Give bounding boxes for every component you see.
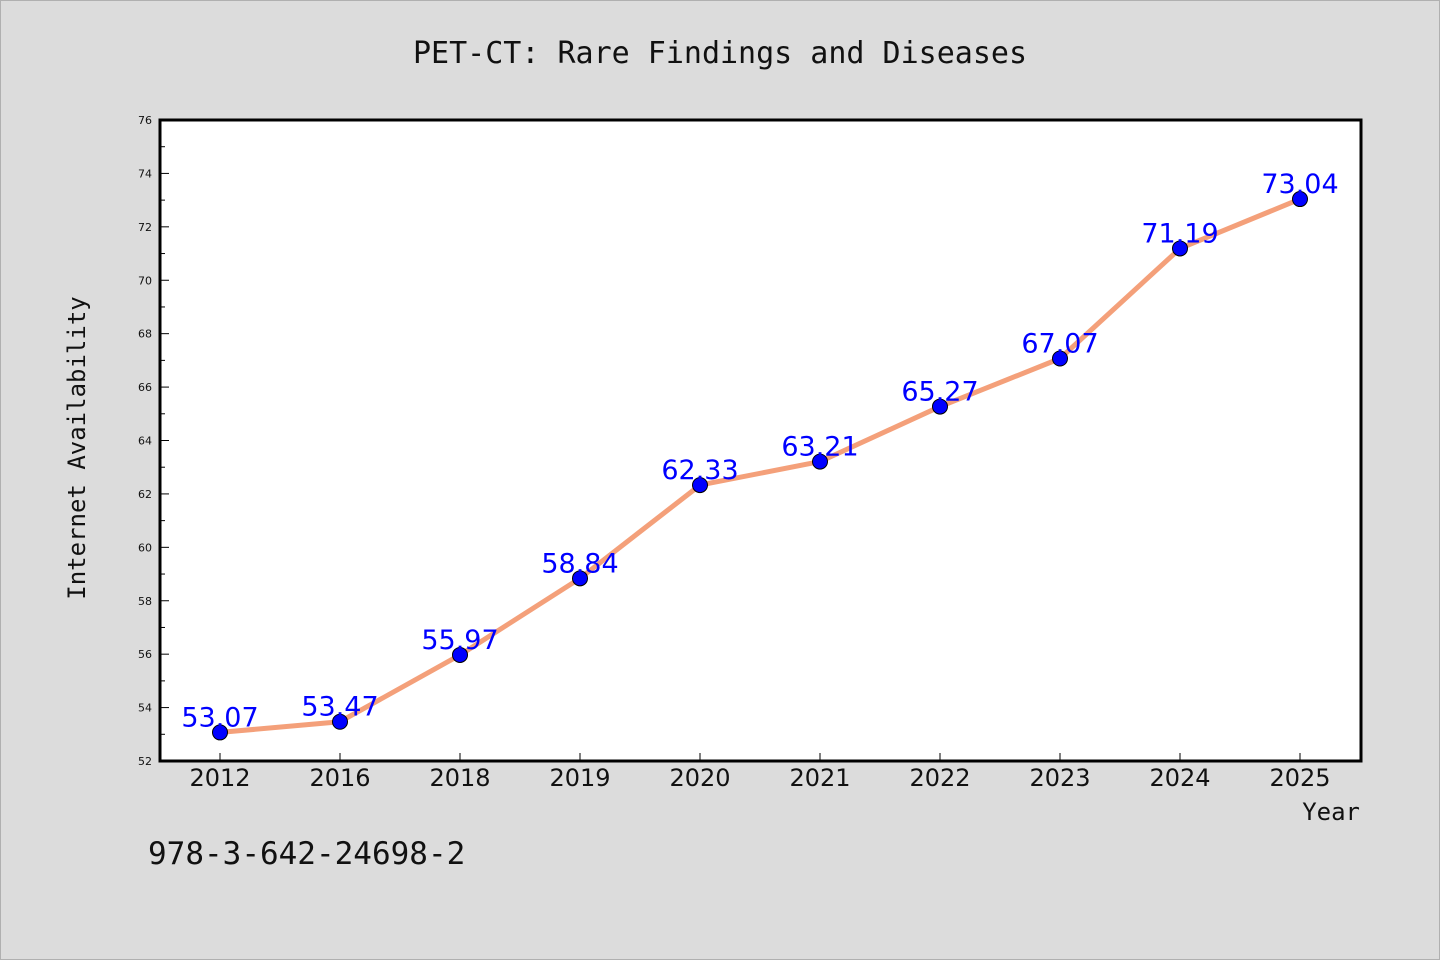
- y-tick-label: 56: [138, 648, 152, 661]
- data-point: [1052, 350, 1068, 367]
- data-label: 53.47: [301, 692, 378, 723]
- data-labels: 53.07 53.47 55.97 58.84 62.33 63.21 65.27 67.07…: [181, 169, 1338, 733]
- x-tick-label: 2023: [1029, 764, 1090, 792]
- y-tick-label: 76: [138, 114, 152, 127]
- plot-area: [158, 118, 1363, 763]
- data-label: 58.84: [541, 548, 618, 579]
- x-tick-label: 2021: [789, 764, 850, 792]
- y-tick-label: 58: [138, 595, 152, 608]
- x-tick-label: 2012: [189, 764, 250, 792]
- y-tick-label: 66: [138, 381, 152, 394]
- data-point: [692, 477, 708, 494]
- x-tick-label: 2019: [549, 764, 610, 792]
- y-tick-label: 64: [138, 435, 152, 448]
- isbn-annotation: 978-3-642-24698-2: [148, 836, 465, 872]
- x-axis-label: Year: [1302, 798, 1360, 826]
- x-tick-label: 2016: [309, 764, 370, 792]
- data-point: [572, 570, 588, 587]
- y-axis-label: Internet Availability: [63, 296, 91, 599]
- data-point: [332, 713, 348, 730]
- data-point: [1292, 191, 1308, 208]
- data-label: 55.97: [421, 625, 498, 656]
- data-point: [932, 398, 948, 415]
- x-tick-label: 2018: [429, 764, 490, 792]
- data-point: [212, 724, 228, 741]
- data-point: [452, 646, 468, 663]
- x-tick-label: 2022: [909, 764, 970, 792]
- data-label: 73.04: [1261, 169, 1338, 200]
- y-tick-label: 60: [138, 541, 152, 554]
- series-line: [217, 196, 1303, 735]
- data-point: [1172, 240, 1188, 257]
- data-label: 71.19: [1141, 218, 1218, 249]
- data-label: 63.21: [781, 432, 858, 463]
- y-tick-label: 72: [138, 221, 152, 234]
- chart-title: PET-CT: Rare Findings and Diseases: [413, 36, 1027, 71]
- y-tick-label: 62: [138, 488, 152, 501]
- data-label: 62.33: [661, 455, 738, 486]
- x-tick-label: 2025: [1269, 764, 1330, 792]
- data-label: 67.07: [1021, 329, 1098, 360]
- y-tick-label: 52: [138, 755, 152, 768]
- x-tick-label: 2024: [1149, 764, 1210, 792]
- y-tick-label: 70: [138, 274, 152, 287]
- y-tick-label: 68: [138, 328, 152, 341]
- data-label: 53.07: [181, 702, 258, 733]
- x-axis-ticks: 2012 2016 2018 2019 2020 2021 2022 2023 2024 2025: [189, 753, 1331, 792]
- y-tick-label: 54: [138, 702, 152, 715]
- y-axis-ticks: 52 54 56 58 60 62 64 66 68 70 72 74 76: [138, 114, 169, 768]
- y-tick-label: 74: [138, 167, 152, 180]
- series-markers: [212, 191, 1308, 741]
- data-point: [812, 453, 828, 470]
- data-label: 65.27: [901, 377, 978, 408]
- x-tick-label: 2020: [669, 764, 730, 792]
